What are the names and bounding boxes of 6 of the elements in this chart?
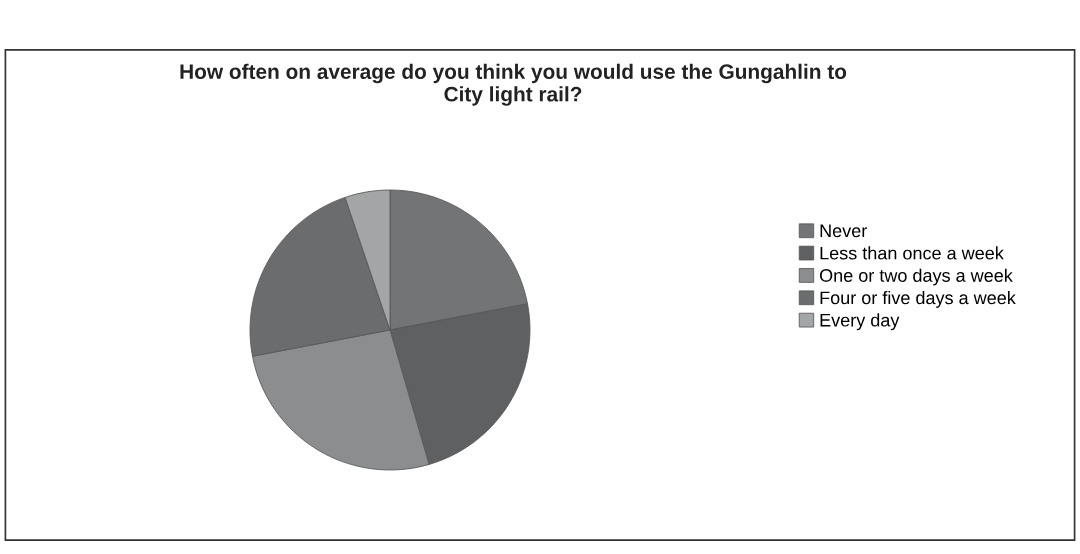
legend-label: One or two days a week — [819, 268, 1013, 286]
legend-label: Never — [820, 224, 867, 238]
legend-label: Every day — [820, 313, 900, 331]
legend-label: Four or five days a week — [820, 290, 1016, 308]
chart-title: How often on average do you think you would use the Gungahlin to City light rail? — [180, 63, 847, 106]
legend-label: Less than once a week — [820, 246, 1004, 260]
